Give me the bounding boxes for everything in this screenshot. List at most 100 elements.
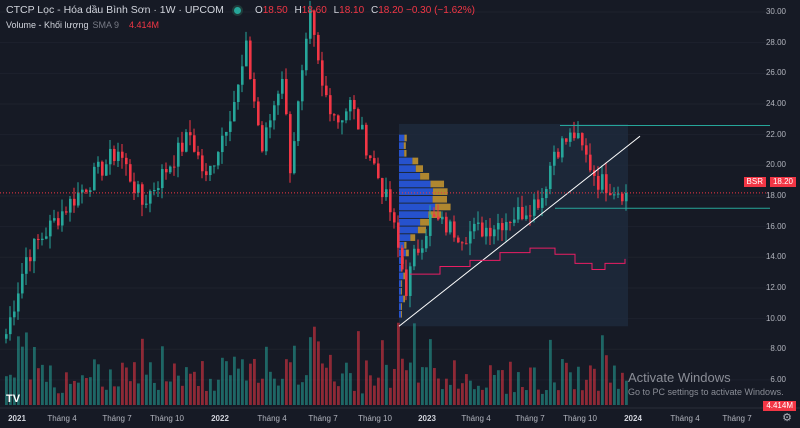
volume-bar (137, 383, 140, 405)
volume-bar (321, 363, 324, 405)
volume-bar (585, 379, 588, 405)
volume-bar (473, 389, 476, 405)
candle-body (197, 151, 200, 156)
volume-profile-bar-up (399, 157, 413, 165)
candle-body (621, 193, 624, 202)
volume-bar (421, 367, 424, 405)
candle-body (25, 257, 28, 274)
candle-body (353, 99, 356, 110)
volume-profile-bar-down (401, 280, 403, 287)
volume-bar (489, 365, 492, 405)
volume-bar (297, 384, 300, 405)
candle-body (93, 166, 96, 191)
volume-bar (545, 390, 548, 405)
time-tick: Tháng 7 (722, 414, 752, 423)
volume-bar (441, 389, 444, 405)
candle-body (89, 190, 92, 192)
candle-body (429, 214, 432, 236)
volume-legend[interactable]: Volume - Khối lượng SMA 9 4.414M (6, 20, 159, 31)
volume-bar (493, 375, 496, 405)
volume-label: Volume - Khối lượng (6, 20, 89, 30)
open-value: 18.50 (262, 5, 288, 16)
candle-body (553, 151, 556, 166)
candle-body (357, 109, 360, 130)
volume-bar (621, 372, 624, 405)
price-tick: 26.00 (765, 68, 786, 78)
candle-body (213, 165, 216, 167)
candle-body (245, 40, 248, 67)
candle-body (517, 206, 520, 220)
volume-bar (89, 377, 92, 405)
volume-bar (381, 340, 384, 405)
volume-profile-bar-up (399, 180, 431, 188)
tradingview-logo-icon[interactable]: TV (6, 393, 21, 405)
volume-bar (505, 393, 508, 405)
volume-bar (181, 385, 184, 405)
candle-body (541, 198, 544, 208)
volume-bar (233, 356, 236, 405)
candle-body (133, 181, 136, 193)
candle-body (145, 203, 148, 205)
candle-body (257, 101, 260, 126)
volume-bar (105, 389, 108, 405)
volume-bar (513, 392, 516, 405)
candle-body (265, 127, 268, 152)
volume-bar (117, 386, 120, 405)
volume-bar (425, 367, 428, 405)
volume-bar (25, 332, 28, 405)
volume-bar (273, 378, 276, 405)
candle-body (165, 169, 168, 173)
price-tick: 22.00 (765, 129, 786, 139)
candle-body (289, 114, 292, 174)
price-tick: 12.00 (765, 282, 786, 292)
volume-profile-bar-down (401, 303, 403, 310)
candle-body (333, 114, 336, 116)
volume-bar (93, 359, 96, 405)
volume-bar (169, 381, 172, 405)
volume-profile-bar-up (399, 226, 418, 234)
candle-body (193, 135, 196, 152)
volume-profile-bar-up (399, 134, 405, 142)
candle-body (325, 85, 328, 96)
volume-bar (609, 382, 612, 405)
candle-body (57, 218, 60, 226)
candle-body (581, 133, 584, 146)
gear-icon[interactable]: ⚙ (782, 412, 792, 424)
volume-profile-bar-up (399, 165, 416, 172)
symbol-title[interactable]: CTCP Lọc - Hóa dầu Bình Sơn · 1W · UPCOM (6, 4, 224, 16)
candle-body (381, 178, 384, 198)
volume-bar (289, 362, 292, 405)
volume-bar (317, 341, 320, 405)
volume-bar (365, 360, 368, 405)
volume-bar (597, 390, 600, 405)
candle-body (397, 222, 400, 248)
candle-body (181, 142, 184, 152)
price-tick: 14.00 (765, 252, 786, 262)
candle-body (141, 184, 144, 205)
candle-body (261, 125, 264, 152)
candle-body (473, 223, 476, 232)
volume-bar (129, 381, 132, 405)
candle-body (69, 198, 72, 213)
candle-body (137, 184, 140, 193)
volume-bar (149, 362, 152, 405)
volume-bar (617, 388, 620, 405)
volume-profile-bar-down (415, 165, 424, 172)
activate-windows-watermark: Activate Windows Go to PC settings to ac… (628, 370, 784, 397)
candle-body (293, 141, 296, 174)
volume-bar (525, 390, 528, 405)
volume-bar (509, 361, 512, 405)
time-tick: Tháng 10 (358, 414, 392, 423)
volume-bar (157, 389, 160, 405)
candle-body (149, 191, 152, 204)
volume-bar (101, 386, 104, 405)
volume-bar (413, 323, 416, 405)
candle-body (13, 311, 16, 318)
volume-bar (301, 382, 304, 405)
volume-bar (329, 354, 332, 405)
candle-body (109, 148, 112, 165)
volume-bar (325, 367, 328, 405)
volume-bar (17, 336, 20, 405)
candle-body (577, 133, 580, 139)
